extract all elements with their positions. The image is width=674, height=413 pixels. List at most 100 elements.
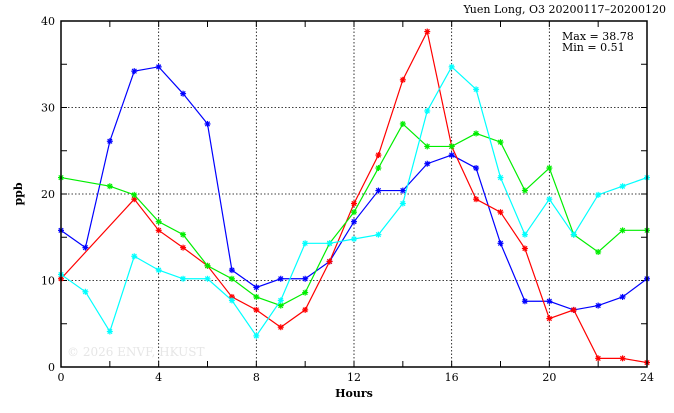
data-point-cyan bbox=[351, 235, 357, 242]
data-point-red bbox=[375, 152, 382, 159]
data-point-green bbox=[253, 293, 260, 300]
data-point-red bbox=[351, 200, 357, 207]
data-point-red bbox=[424, 28, 431, 35]
data-point-red bbox=[595, 355, 602, 362]
data-point-blue bbox=[131, 68, 138, 75]
series-line-green bbox=[60, 122, 647, 307]
data-point-green bbox=[497, 139, 504, 146]
y-tick-label: 30 bbox=[41, 102, 55, 115]
data-point-blue bbox=[399, 187, 406, 194]
data-point-red bbox=[253, 306, 260, 313]
data-point-cyan bbox=[521, 231, 528, 238]
data-point-green bbox=[302, 289, 309, 296]
data-point-green bbox=[106, 183, 113, 190]
data-point-cyan bbox=[326, 240, 333, 247]
data-point-cyan bbox=[448, 63, 455, 70]
data-point-red bbox=[546, 315, 553, 322]
data-point-green bbox=[424, 143, 431, 150]
data-point-green bbox=[204, 262, 211, 269]
data-point-blue bbox=[375, 187, 382, 194]
max-annotation: Max = 38.78 bbox=[562, 30, 634, 43]
data-point-blue bbox=[277, 275, 284, 282]
data-point-blue bbox=[106, 138, 113, 145]
data-point-cyan bbox=[424, 107, 431, 114]
data-point-cyan bbox=[473, 86, 480, 93]
data-point-cyan bbox=[546, 196, 553, 203]
data-point-cyan bbox=[106, 328, 113, 335]
data-point-cyan bbox=[570, 231, 577, 238]
data-point-blue bbox=[497, 240, 504, 247]
data-point-green bbox=[131, 191, 138, 198]
data-point-red bbox=[277, 324, 284, 331]
y-tick-label: 20 bbox=[41, 188, 55, 201]
data-point-cyan bbox=[155, 267, 162, 274]
watermark: © 2026 ENVF, HKUST bbox=[67, 345, 205, 359]
data-point-green bbox=[399, 120, 406, 127]
data-point-green bbox=[228, 275, 235, 282]
x-tick-label: 12 bbox=[347, 371, 361, 384]
data-point-cyan bbox=[399, 200, 406, 207]
data-point-blue bbox=[204, 120, 211, 127]
data-point-green bbox=[619, 227, 626, 234]
x-tick-label: 16 bbox=[445, 371, 459, 384]
data-point-red bbox=[155, 227, 162, 234]
x-tick-label: 8 bbox=[253, 371, 260, 384]
data-point-green bbox=[546, 165, 553, 172]
data-point-blue bbox=[253, 284, 260, 291]
data-point-blue bbox=[82, 244, 89, 251]
data-point-green bbox=[473, 130, 480, 137]
y-tick-label: 0 bbox=[48, 361, 55, 374]
data-point-cyan bbox=[619, 183, 626, 190]
data-point-cyan bbox=[253, 332, 260, 339]
data-point-red bbox=[180, 244, 187, 251]
data-point-blue bbox=[228, 267, 235, 274]
min-annotation: Min = 0.51 bbox=[562, 41, 625, 54]
data-point-green bbox=[277, 302, 284, 309]
x-axis-label: Hours bbox=[335, 387, 373, 400]
data-point-green bbox=[155, 218, 162, 225]
data-point-cyan bbox=[375, 231, 382, 238]
data-point-cyan bbox=[180, 275, 187, 282]
data-point-cyan bbox=[497, 174, 504, 181]
data-point-red bbox=[570, 306, 577, 313]
data-point-cyan bbox=[228, 297, 235, 304]
data-point-green bbox=[521, 187, 528, 194]
data-point-blue bbox=[521, 298, 528, 305]
data-point-blue bbox=[180, 90, 187, 97]
data-point-blue bbox=[546, 298, 553, 305]
data-point-blue bbox=[424, 160, 431, 167]
data-point-green bbox=[375, 165, 382, 172]
y-tick-label: 10 bbox=[41, 275, 55, 288]
plot-frame bbox=[60, 20, 648, 368]
data-point-cyan bbox=[302, 240, 309, 247]
x-tick-label: 24 bbox=[640, 371, 654, 384]
x-tick-label: 20 bbox=[542, 371, 556, 384]
data-point-cyan bbox=[131, 253, 138, 260]
data-point-blue bbox=[473, 165, 480, 172]
data-point-green bbox=[595, 248, 602, 255]
data-point-green bbox=[448, 143, 455, 150]
data-point-cyan bbox=[82, 288, 89, 295]
data-point-red bbox=[399, 76, 406, 83]
data-point-red bbox=[521, 245, 528, 252]
data-point-blue bbox=[351, 218, 357, 225]
data-point-blue bbox=[619, 293, 626, 300]
data-point-blue bbox=[448, 152, 455, 159]
data-point-red bbox=[619, 355, 626, 362]
data-point-cyan bbox=[595, 191, 602, 198]
data-point-green bbox=[351, 209, 357, 216]
data-point-blue bbox=[595, 302, 602, 309]
data-point-red bbox=[302, 306, 309, 313]
data-point-cyan bbox=[277, 297, 284, 304]
data-point-cyan bbox=[204, 275, 211, 282]
chart-title: Yuen Long, O3 20200117–20200120 bbox=[463, 3, 666, 16]
x-tick-label: 4 bbox=[155, 371, 162, 384]
data-point-green bbox=[180, 231, 187, 238]
data-point-red bbox=[473, 196, 480, 203]
y-axis-label: ppb bbox=[12, 182, 25, 205]
y-tick-label: 40 bbox=[41, 15, 55, 28]
data-point-blue bbox=[302, 275, 309, 282]
data-point-red bbox=[497, 209, 504, 216]
